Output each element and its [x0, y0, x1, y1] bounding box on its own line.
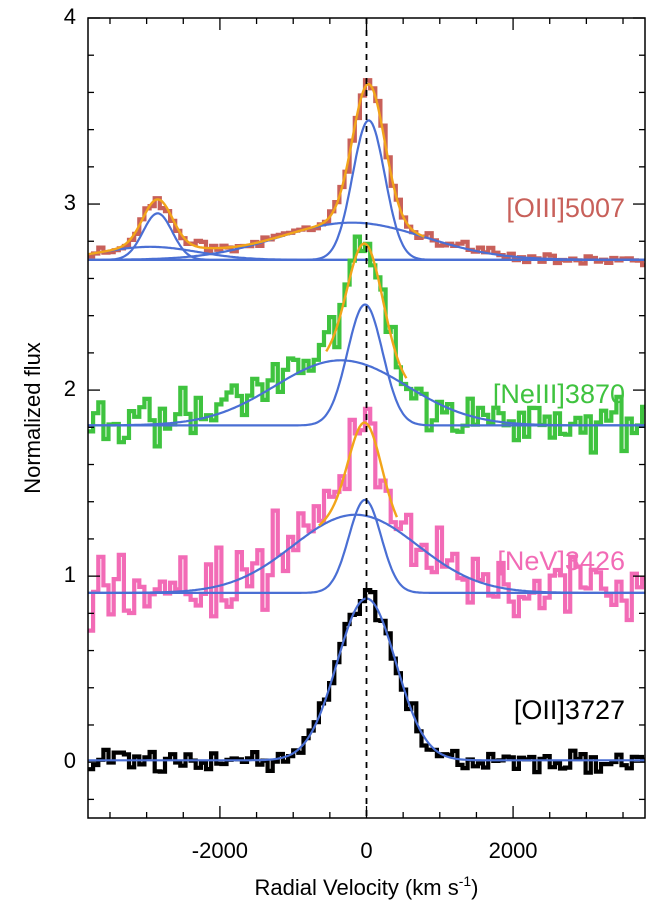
y-tick-label: 0: [64, 748, 76, 773]
y-tick-label: 3: [64, 190, 76, 215]
y-tick-label: 2: [64, 376, 76, 401]
series-layer: [88, 18, 645, 818]
x-tick-label: -2000: [192, 838, 248, 863]
x-tick-label: 0: [360, 838, 372, 863]
y-axis-title: Normalized flux: [20, 342, 45, 494]
series-label: [OIII]5007: [506, 193, 625, 223]
spectrum-oii3727: [88, 588, 645, 775]
axis-layer: 0 1 2 3 4 -2000 0 2000: [64, 4, 646, 863]
x-axis-title: Radial Velocity (km s-1): [255, 873, 479, 900]
fit-component-1-1: [88, 359, 645, 427]
fit-total-2: [318, 421, 399, 527]
spectrum-oiii5007: [88, 78, 645, 268]
label-layer: [OIII]5007 [NeIII]3870 [NeV]3426 [OII]3727 R…: [20, 193, 625, 900]
series-label: [NeV]3426: [497, 546, 625, 576]
spectrum-neiii3870: [88, 234, 645, 455]
series-label: [OII]3727: [514, 695, 625, 725]
fit-total-0: [88, 82, 425, 256]
spectrum-nev3426: [88, 406, 645, 633]
fit-total-1: [325, 242, 408, 379]
x-tick-label: 2000: [489, 838, 538, 863]
y-tick-label: 4: [64, 4, 76, 29]
series-label: [NeIII]3870: [493, 379, 625, 409]
y-tick-label: 1: [64, 562, 76, 587]
